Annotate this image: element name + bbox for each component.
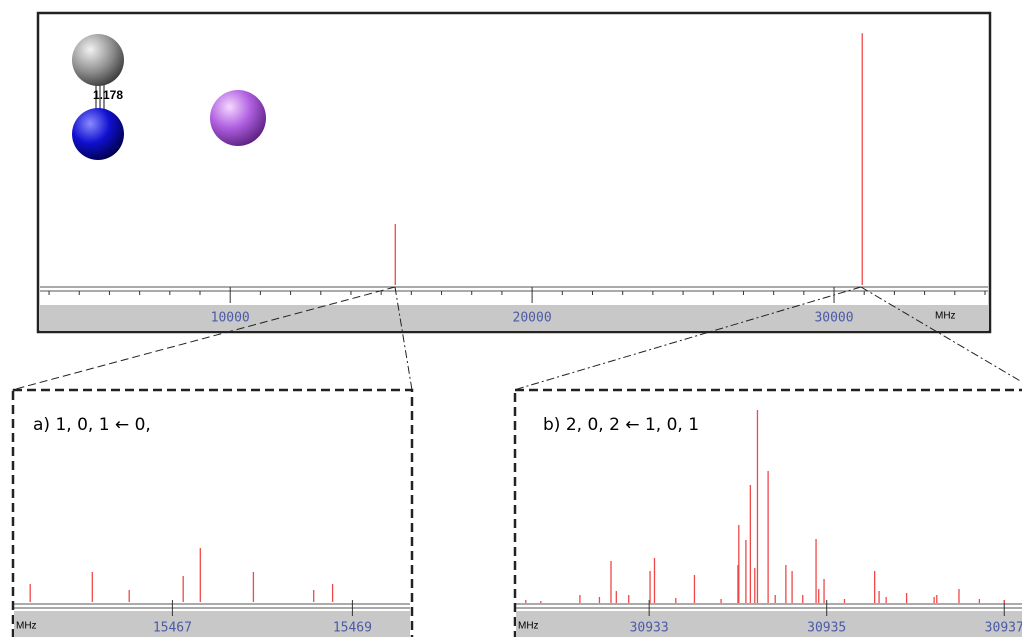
axis-unit: MHz bbox=[935, 311, 956, 322]
main-frame bbox=[38, 13, 990, 332]
inset-title: a) 1, 0, 1 ← 0, bbox=[33, 415, 151, 435]
x-tick-label: 30933 bbox=[630, 621, 669, 636]
x-tick-label: 10000 bbox=[211, 311, 250, 326]
inset-title: b) 2, 0, 2 ← 1, 0, 1 bbox=[543, 415, 699, 435]
x-tick-label: 15467 bbox=[153, 621, 192, 636]
x-tick-label: 30000 bbox=[814, 311, 853, 326]
x-tick-label: 15469 bbox=[333, 621, 372, 636]
x-tick-label: 30937 bbox=[985, 621, 1022, 636]
figure: 1.178 a) 1, 0, 1 ← 0, b) 2, 0, 2 ← 1, 0,… bbox=[0, 0, 1022, 637]
axis-unit: MHz bbox=[16, 621, 37, 632]
x-tick-label: 30935 bbox=[807, 621, 846, 636]
x-tick-label: 20000 bbox=[513, 311, 552, 326]
bond-length: 1.178 bbox=[93, 88, 123, 102]
axis-unit: MHz bbox=[518, 621, 539, 632]
axis-band bbox=[516, 611, 1022, 637]
